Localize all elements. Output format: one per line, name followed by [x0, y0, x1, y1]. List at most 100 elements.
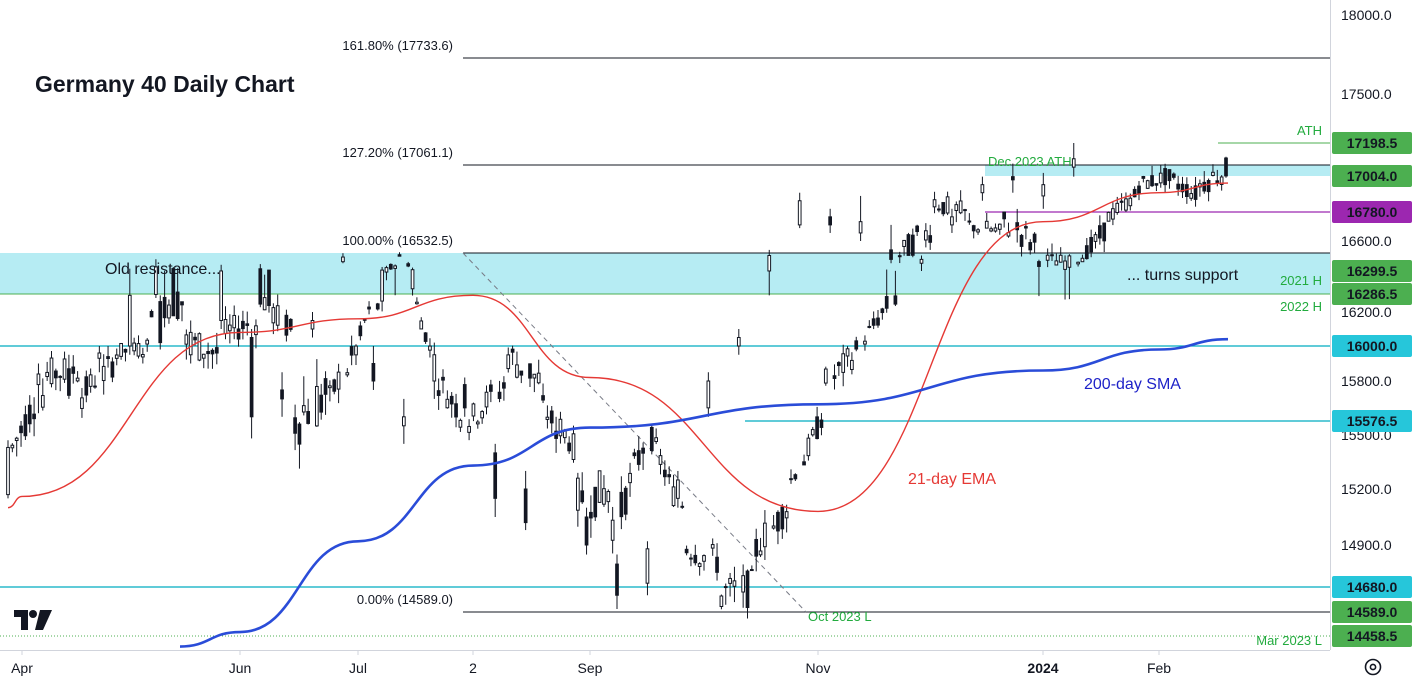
candle	[797, 200, 802, 226]
annotation: Dec 2023 ATH	[988, 154, 1072, 169]
candle	[997, 223, 1002, 230]
candle	[1111, 208, 1115, 220]
candle	[658, 455, 663, 465]
candle	[967, 220, 972, 223]
candle	[684, 548, 689, 554]
price-tag	[1332, 335, 1412, 357]
candle	[1154, 183, 1159, 186]
price-tag	[1332, 625, 1412, 647]
candle	[101, 365, 106, 382]
candle	[58, 375, 63, 378]
candle	[123, 348, 128, 353]
sma-200-line	[179, 337, 1229, 648]
price-tag	[1332, 601, 1412, 623]
candle	[549, 410, 554, 424]
candle	[706, 380, 711, 409]
candle	[49, 357, 54, 385]
price-tag-label: 16299.5	[1347, 263, 1398, 279]
candle	[249, 337, 254, 418]
annotation: 2021 H	[1280, 273, 1322, 288]
candle	[871, 318, 876, 326]
candle	[515, 364, 519, 378]
x-tick-label: Jun	[229, 660, 252, 676]
candle	[893, 295, 898, 305]
candle	[1176, 183, 1180, 190]
candle	[1093, 234, 1098, 242]
candle	[941, 202, 946, 215]
gear-icon[interactable]	[1362, 656, 1384, 678]
candle	[915, 225, 919, 233]
candle	[106, 356, 110, 360]
candle	[793, 474, 798, 480]
candle	[23, 414, 28, 437]
candle	[928, 235, 933, 243]
candle	[806, 437, 811, 457]
candle	[589, 511, 593, 519]
candle	[1206, 180, 1211, 193]
candle	[897, 255, 902, 258]
candle	[127, 294, 132, 347]
candle	[354, 345, 358, 356]
candle	[728, 577, 732, 584]
candle	[506, 354, 511, 370]
candle	[1032, 233, 1037, 243]
candle	[1180, 183, 1185, 193]
candle	[423, 332, 428, 342]
candle	[419, 320, 424, 330]
candle	[789, 478, 793, 481]
candle	[619, 491, 624, 518]
candle	[306, 411, 310, 424]
candle	[819, 419, 824, 428]
candle	[388, 263, 393, 270]
candle	[576, 477, 580, 511]
candle	[97, 352, 102, 359]
candle	[719, 595, 724, 607]
candle	[693, 554, 698, 564]
candle	[254, 325, 258, 336]
candle	[284, 314, 289, 336]
candle	[937, 208, 941, 211]
candle	[301, 405, 306, 413]
candle	[158, 301, 163, 344]
candle	[275, 305, 280, 326]
price-tag	[1332, 201, 1412, 223]
candle	[297, 423, 302, 445]
candle	[884, 296, 889, 309]
candle	[523, 488, 528, 524]
candle	[1145, 180, 1150, 189]
annotation: ... turns support	[1127, 267, 1239, 284]
annotation: 200-day SMA	[1084, 376, 1181, 393]
candle	[510, 348, 515, 353]
price-tag-label: 16000.0	[1347, 338, 1398, 354]
candle	[910, 234, 915, 256]
candle	[119, 342, 123, 357]
candle	[663, 469, 667, 478]
candle	[845, 348, 850, 357]
candle	[1050, 254, 1054, 257]
candle	[697, 563, 702, 568]
candle	[228, 324, 232, 332]
candle	[36, 373, 41, 386]
candle	[1163, 168, 1167, 186]
candle	[167, 304, 171, 319]
candle	[341, 256, 345, 263]
candle	[689, 557, 693, 560]
candle	[1098, 225, 1102, 239]
candle	[32, 413, 36, 420]
candle	[732, 580, 737, 587]
candle	[880, 308, 885, 314]
candle	[950, 216, 954, 226]
candle	[415, 301, 419, 305]
candle	[1128, 197, 1133, 207]
candle	[993, 227, 998, 232]
candle	[750, 569, 754, 572]
candle	[654, 437, 658, 443]
candle	[219, 270, 223, 321]
candle	[919, 258, 924, 264]
candle	[876, 317, 880, 326]
candle	[362, 318, 367, 321]
candle	[541, 395, 545, 401]
price-tag-label: 14458.5	[1347, 628, 1398, 644]
candle	[610, 519, 615, 541]
candle	[432, 354, 437, 382]
